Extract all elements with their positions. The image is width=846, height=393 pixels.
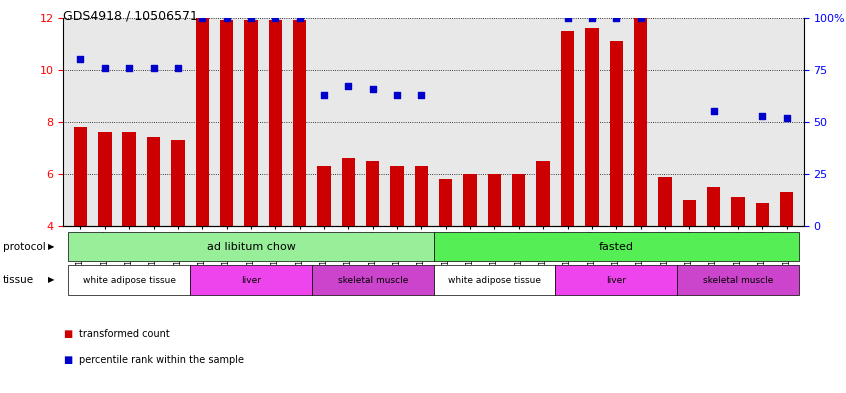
Text: ■: ■ [63, 354, 73, 365]
Point [171, 64, 184, 71]
Point [609, 15, 623, 21]
Point [293, 15, 306, 21]
Bar [585, 28, 599, 226]
Bar [609, 41, 623, 226]
Bar [658, 176, 672, 226]
Bar [293, 20, 306, 226]
Point [366, 85, 380, 92]
Bar [464, 174, 477, 226]
Text: fasted: fasted [599, 242, 634, 252]
Bar [366, 161, 379, 226]
Text: ▶: ▶ [47, 275, 54, 285]
Text: liver: liver [241, 275, 261, 285]
Text: transformed count: transformed count [79, 329, 169, 339]
Bar [536, 161, 550, 226]
Bar [342, 158, 355, 226]
Bar [317, 166, 331, 226]
Point [98, 64, 112, 71]
Point [244, 15, 258, 21]
Bar [123, 132, 136, 226]
Point [123, 64, 136, 71]
Point [707, 108, 721, 114]
Text: GDS4918 / 10506571: GDS4918 / 10506571 [63, 10, 198, 23]
Point [561, 15, 574, 21]
Text: skeletal muscle: skeletal muscle [338, 275, 408, 285]
Text: white adipose tissue: white adipose tissue [83, 275, 176, 285]
Point [268, 15, 282, 21]
Bar [171, 140, 184, 226]
Point [146, 64, 160, 71]
Text: liver: liver [607, 275, 626, 285]
Point [755, 112, 769, 119]
Bar [561, 31, 574, 226]
Text: skeletal muscle: skeletal muscle [703, 275, 773, 285]
Point [74, 56, 87, 62]
Bar [147, 138, 160, 226]
Point [415, 92, 428, 98]
Bar [98, 132, 112, 226]
Bar [268, 20, 282, 226]
Point [634, 15, 647, 21]
Bar [415, 166, 428, 226]
Bar [512, 174, 525, 226]
Bar [488, 174, 501, 226]
Bar [634, 18, 647, 226]
Bar [390, 166, 404, 226]
Text: white adipose tissue: white adipose tissue [448, 275, 541, 285]
Point [780, 114, 794, 121]
Bar [683, 200, 696, 226]
Bar [74, 127, 87, 226]
Bar [439, 179, 453, 226]
Bar [244, 20, 258, 226]
Bar [195, 18, 209, 226]
Text: ▶: ▶ [47, 242, 54, 251]
Text: percentile rank within the sample: percentile rank within the sample [79, 354, 244, 365]
Point [220, 15, 233, 21]
Bar [220, 20, 233, 226]
Bar [755, 202, 769, 226]
Bar [780, 192, 794, 226]
Text: ad libitum chow: ad libitum chow [206, 242, 295, 252]
Point [195, 15, 209, 21]
Point [585, 15, 599, 21]
Bar [731, 197, 744, 226]
Point [317, 92, 331, 98]
Point [390, 92, 404, 98]
Bar [707, 187, 720, 226]
Point [342, 83, 355, 90]
Text: tissue: tissue [3, 275, 34, 285]
Text: protocol: protocol [3, 242, 46, 252]
Text: ■: ■ [63, 329, 73, 339]
